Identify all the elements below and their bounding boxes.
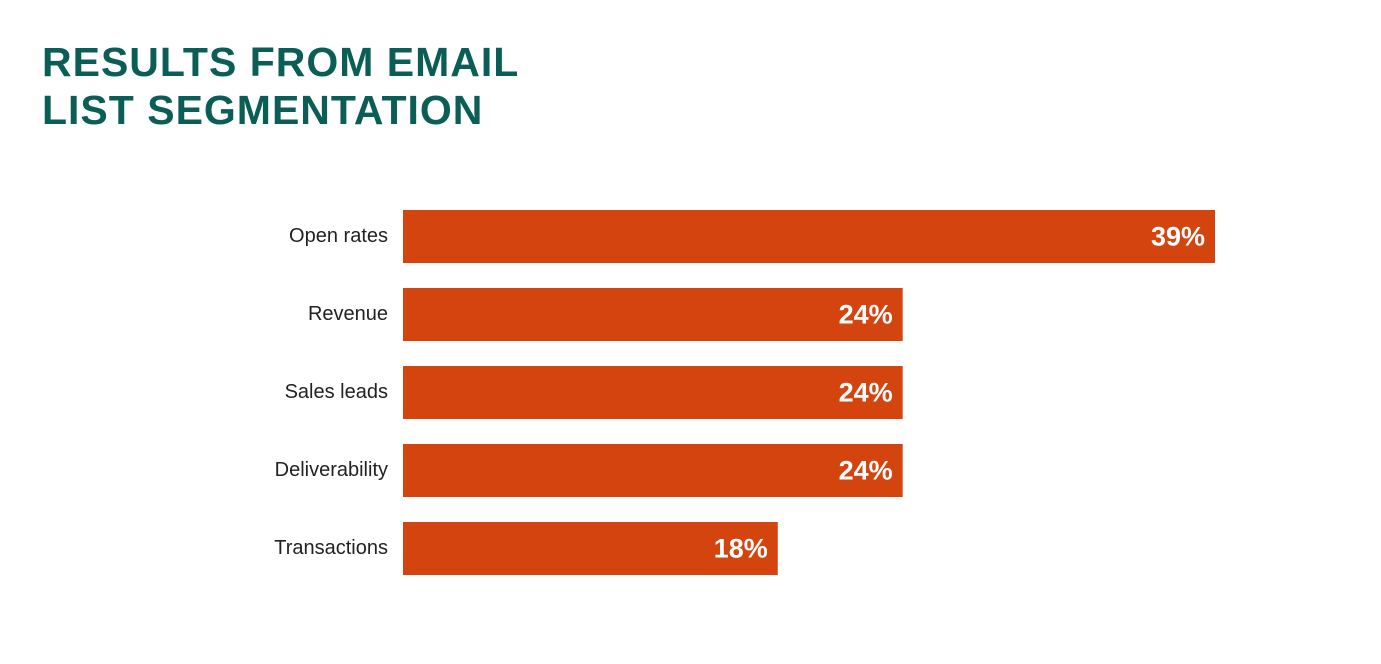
bar: [403, 522, 778, 575]
value-label: 39%: [1151, 222, 1205, 252]
category-label: Transactions: [274, 537, 388, 559]
category-label: Revenue: [308, 303, 388, 325]
bar: [403, 210, 1215, 263]
category-label: Deliverability: [275, 459, 388, 481]
bar: [403, 366, 903, 419]
value-label: 24%: [839, 456, 893, 486]
category-label: Sales leads: [285, 381, 388, 403]
chart-title: RESULTS FROM EMAIL LIST SEGMENTATION: [42, 39, 519, 133]
bar: [403, 288, 903, 341]
bar: [403, 444, 903, 497]
value-label: 24%: [839, 378, 893, 408]
value-label: 24%: [839, 300, 893, 330]
value-label: 18%: [714, 534, 768, 564]
category-label: Open rates: [289, 225, 388, 247]
